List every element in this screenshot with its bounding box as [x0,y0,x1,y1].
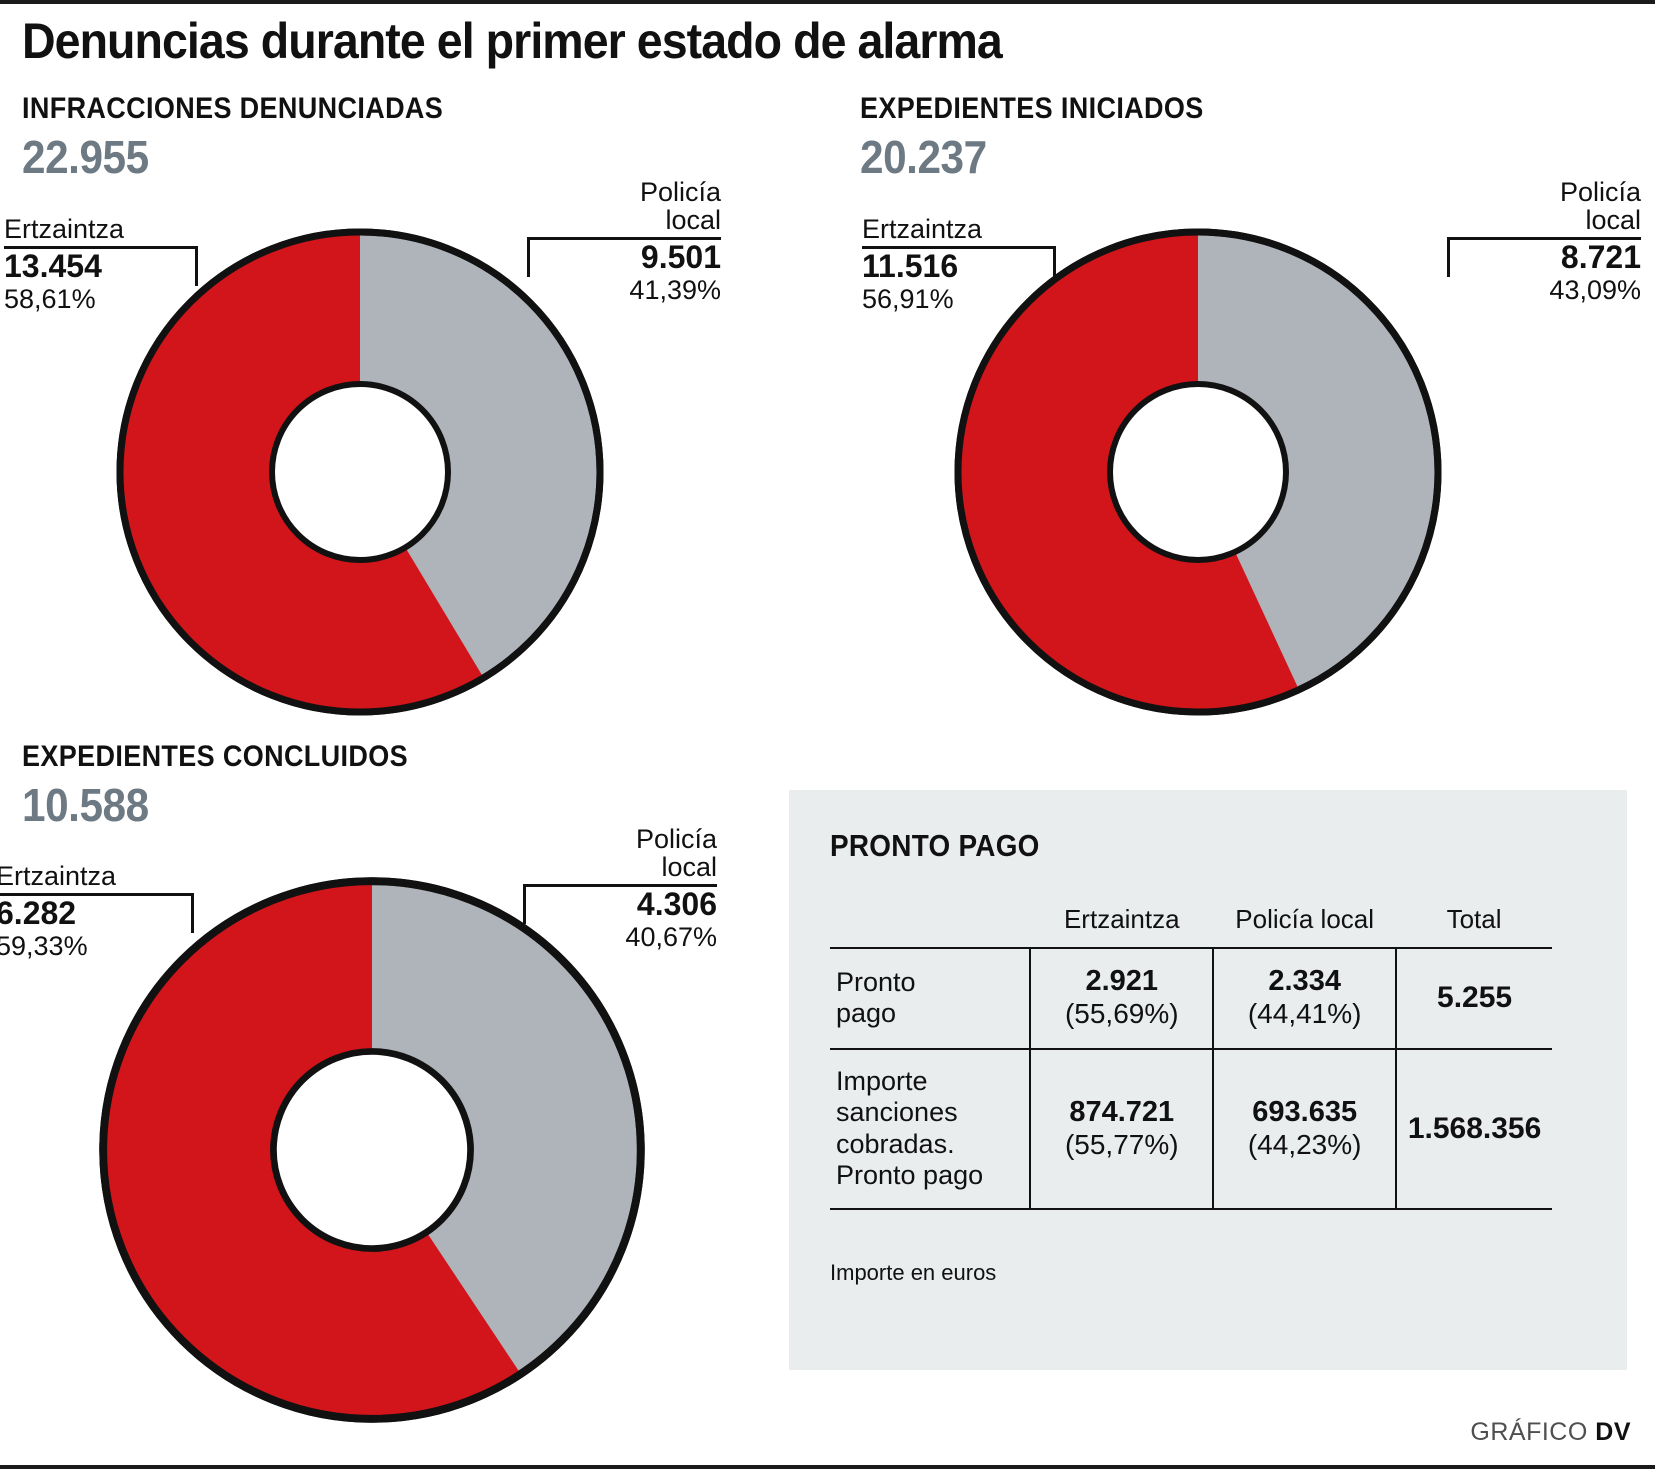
callout-percent: 56,91% [862,283,954,314]
callout-value: 13.454 [4,248,102,285]
section-title: INFRACCIONES DENUNCIADAS [22,92,444,125]
section-concluidos-header: EXPEDIENTES CONCLUIDOS 10.588 [22,740,451,832]
callout-value: 9.501 [640,239,721,276]
table-header-total: Total [1396,900,1552,949]
callout-rule [527,237,721,278]
cell-value: 2.921 [1085,965,1159,997]
callout-ertzaintza-iniciados: Ertzaintza 11.516 56,91% [862,215,1056,314]
callout-rule [523,884,717,925]
callout-rule [4,246,198,287]
table-header-corner [830,900,1031,949]
section-infracciones-header: INFRACCIONES DENUNCIADAS 22.955 [22,92,490,184]
callout-label: Ertzaintza [4,214,125,244]
donut-hole [1107,381,1289,563]
callout-label-line1: Policía [1559,177,1641,207]
callout-label-line1: Policía [639,177,721,207]
callout-label-line2: local [665,205,721,236]
section-total: 22.955 [22,131,149,183]
callout-percent: 58,61% [4,283,96,314]
row-label-pronto-pago: Pronto pago [830,947,1031,1049]
donut-hole [270,1048,474,1252]
callout-value: 6.282 [0,895,77,932]
credit-prefix: GRÁFICO [1470,1418,1588,1446]
top-rule [0,0,1655,4]
section-title: EXPEDIENTES CONCLUIDOS [22,740,408,773]
donut-chart-concluidos [92,870,652,1430]
callout-ertzaintza-infracciones: Ertzaintza 13.454 58,61% [4,215,198,314]
callout-percent: 59,33% [0,930,88,961]
callout-percent: 43,09% [1549,274,1641,305]
callout-rule [0,893,194,934]
callout-ertzaintza-concluidos: Ertzaintza 6.282 59,33% [0,862,194,961]
cell-ertzaintza-importe: 874.721 (55,77%) [1029,1047,1214,1211]
cell-value: 874.721 [1069,1095,1175,1128]
callout-value: 11.516 [862,248,959,285]
cell-policia-pronto-pago: 2.334 (44,41%) [1212,947,1397,1049]
donut-svg [99,877,645,1423]
cell-percent: (44,41%) [1247,998,1362,1030]
callout-policia-iniciados: Policía local 8.721 43,09% [1341,178,1641,305]
callout-label-line2: local [1585,205,1641,236]
cell-percent: (55,77%) [1064,1128,1179,1160]
callout-label: Ertzaintza [0,861,117,891]
callout-percent: 41,39% [629,274,721,305]
cell-value: 2.334 [1268,965,1341,997]
callout-value: 8.721 [1560,239,1641,276]
cell-ertzaintza-pronto-pago: 2.921 (55,69%) [1029,947,1214,1049]
pronto-pago-table: Ertzaintza Policía local Total Pronto pag… [830,900,1552,1211]
cell-total-pronto-pago: 5.255 [1395,947,1552,1049]
callout-label-line1: Policía [635,824,717,854]
credit-line: GRÁFICO DV [1470,1418,1631,1447]
credit-brand: DV [1595,1418,1631,1446]
table-header-ertzaintza: Ertzaintza [1030,900,1214,949]
donut-svg [954,228,1442,716]
donut-chart-iniciados [948,222,1448,722]
donut-chart-infracciones [110,222,610,722]
cell-percent: (44,23%) [1247,1128,1362,1160]
cell-percent: (55,69%) [1064,998,1179,1030]
section-iniciados-header: EXPEDIENTES INICIADOS 20.237 [860,92,1242,184]
section-total: 10.588 [22,779,149,831]
section-total: 20.237 [860,131,987,183]
callout-policia-concluidos: Policía local 4.306 40,67% [417,825,717,952]
callout-rule [1447,237,1641,278]
cell-policia-importe: 693.635 (44,23%) [1212,1047,1397,1211]
callout-value: 4.306 [636,886,717,923]
callout-policia-infracciones: Policía local 9.501 41,39% [421,178,721,305]
table-header-policia-local: Policía local [1213,900,1397,949]
callout-label-line2: local [661,852,717,883]
bottom-rule [0,1465,1655,1469]
page-title: Denuncias durante el primer estado de al… [22,13,1003,69]
cell-value: 693.635 [1252,1095,1358,1128]
donut-svg [116,228,604,716]
callout-percent: 40,67% [625,921,717,952]
callout-label: Ertzaintza [862,214,983,244]
callout-rule [862,246,1056,287]
pronto-pago-heading: PRONTO PAGO [830,828,1040,863]
table-row: Importe sanciones cobradas. Pronto pago 874… [830,1047,1552,1211]
section-title: EXPEDIENTES INICIADOS [860,92,1204,125]
table-row: Pronto pago 2.921 (55,69%) 2.334 (44,41%)… [830,947,1552,1049]
pronto-pago-panel: PRONTO PAGO Ertzaintza Policía local Tot… [789,790,1627,1370]
donut-hole [269,381,451,563]
cell-total-importe: 1.568.356 [1395,1047,1552,1211]
table-header-row: Ertzaintza Policía local Total [830,900,1552,949]
row-label-importe-sanciones: Importe sanciones cobradas. Pronto pago [830,1047,1031,1211]
table-note: Importe en euros [830,1260,997,1285]
